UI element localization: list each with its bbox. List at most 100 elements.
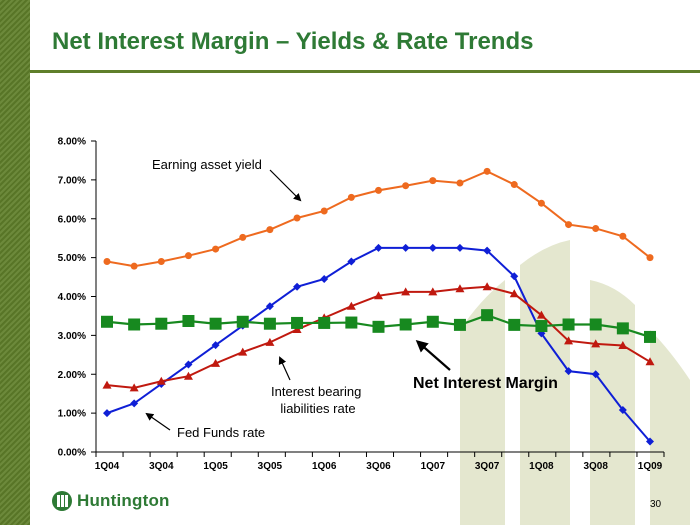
chart-axes: 0.00% 1.00% 2.00% 3.00% 4.00% 5.00% 6.00% 7.00%…	[58, 137, 665, 472]
data-point	[184, 252, 192, 260]
x-tick-label: 3Q06	[366, 461, 391, 472]
data-point	[292, 325, 302, 334]
page-title: Net Interest Margin – Yields & Rate Tren…	[52, 28, 534, 55]
annotation-liabilities-line2: liabilities rate	[280, 401, 355, 416]
data-point	[429, 177, 437, 185]
data-point	[510, 181, 518, 189]
annotation-liabilities-rate: Interest bearing liabilities rate	[271, 384, 365, 416]
series-triangle	[102, 282, 655, 392]
data-point	[646, 437, 654, 446]
x-tick-label: 1Q07	[421, 461, 446, 472]
data-point	[428, 243, 437, 252]
data-point	[483, 167, 491, 175]
data-point	[564, 367, 573, 376]
data-point	[564, 336, 574, 345]
data-point	[589, 318, 602, 331]
watermark-h-logo	[460, 240, 690, 525]
huntington-logo-icon	[52, 491, 72, 511]
data-point	[455, 243, 464, 252]
data-point	[374, 291, 383, 300]
data-point	[157, 258, 165, 266]
data-point	[236, 315, 249, 328]
sidebar-texture	[0, 0, 30, 525]
annotation-liabilities-line1: Interest bearing	[271, 384, 361, 399]
data-point	[182, 314, 195, 327]
chart-series	[101, 167, 656, 446]
data-point	[347, 193, 355, 201]
data-point	[535, 320, 548, 333]
data-point	[616, 322, 629, 335]
data-point	[481, 309, 494, 322]
data-point	[509, 289, 519, 298]
y-tick-label: 7.00%	[58, 175, 86, 186]
data-point	[562, 318, 575, 331]
data-point	[646, 254, 654, 262]
data-point	[184, 360, 193, 369]
watermark-bar-1	[520, 240, 570, 525]
x-tick-label: 1Q05	[203, 461, 228, 472]
data-point	[291, 316, 304, 329]
data-point	[238, 347, 248, 356]
x-tick-label: 3Q08	[583, 461, 608, 472]
x-tick-label: 3Q04	[149, 461, 174, 472]
data-point	[374, 243, 383, 252]
y-tick-label: 1.00%	[58, 409, 86, 420]
annotation-fed-funds-rate: Fed Funds rate	[177, 425, 265, 440]
data-point	[266, 226, 274, 234]
y-tick-label: 5.00%	[58, 253, 86, 264]
data-point	[265, 337, 275, 346]
data-point	[183, 371, 193, 380]
data-point	[263, 317, 276, 330]
arrow-net-interest-margin	[415, 340, 451, 371]
x-tick-label: 1Q04	[95, 461, 120, 472]
data-point	[619, 232, 627, 240]
data-point	[320, 207, 328, 215]
data-point	[129, 383, 139, 392]
chart-annotations: Earning asset yield Interest bearing lia…	[145, 157, 558, 440]
data-point	[401, 243, 410, 252]
data-point	[318, 316, 331, 329]
data-point	[293, 214, 301, 222]
y-tick-label: 6.00%	[58, 214, 86, 225]
data-point	[156, 376, 166, 385]
y-tick-label: 0.00%	[58, 448, 86, 459]
x-tick-label: 1Q06	[312, 461, 337, 472]
data-point	[591, 370, 600, 379]
watermark-bar-3	[650, 330, 690, 525]
data-point	[456, 179, 464, 187]
x-tick-label: 1Q09	[638, 461, 663, 472]
data-point	[644, 330, 656, 343]
data-point	[375, 186, 382, 194]
data-point	[399, 318, 412, 331]
data-point	[103, 258, 111, 266]
data-point	[618, 340, 628, 349]
series-circle	[103, 167, 654, 270]
data-point	[103, 409, 111, 418]
data-point	[212, 245, 220, 253]
data-point	[591, 339, 601, 348]
data-point	[453, 318, 466, 331]
data-point	[536, 310, 546, 319]
x-tick-label: 3Q07	[475, 461, 500, 472]
data-point	[455, 284, 465, 293]
data-point	[345, 316, 358, 329]
watermark-bar-2	[590, 280, 635, 525]
y-tick-label: 3.00%	[58, 331, 86, 342]
data-point	[209, 317, 222, 330]
data-point	[211, 358, 221, 367]
data-point	[645, 357, 655, 366]
data-point	[265, 302, 274, 311]
data-point	[320, 275, 329, 284]
data-point	[101, 315, 113, 328]
company-logo: Huntington	[52, 490, 170, 512]
data-point	[483, 246, 492, 255]
data-point	[102, 380, 112, 389]
data-point	[618, 406, 627, 415]
data-point	[482, 282, 492, 291]
data-point	[426, 315, 439, 328]
data-point	[128, 318, 141, 331]
data-point	[592, 224, 600, 232]
page-number: 30	[650, 499, 662, 510]
data-point	[293, 282, 302, 291]
